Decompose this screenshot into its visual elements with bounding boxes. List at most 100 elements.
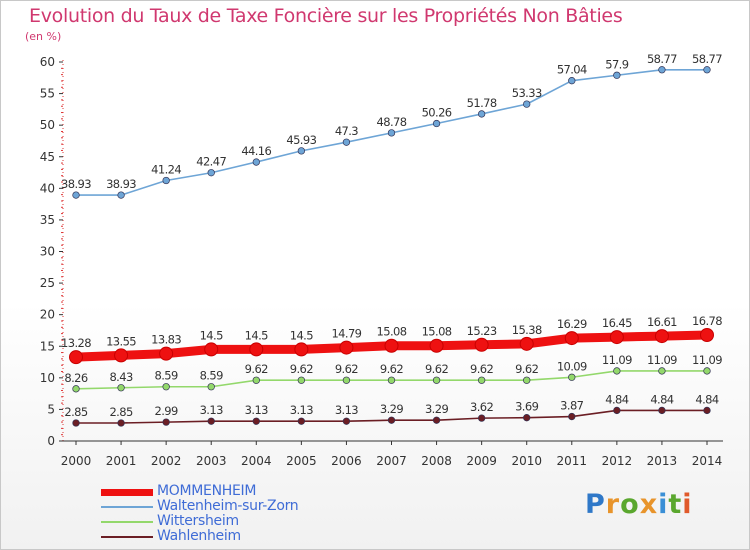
data-point (162, 176, 170, 185)
logo-letter: i (682, 489, 693, 520)
data-label: 50.26 (422, 106, 452, 120)
data-point (162, 383, 170, 391)
data-label: 10.09 (557, 359, 587, 373)
legend: MOMMENHEIM Waltenheim-sur-Zorn Wittershe… (101, 483, 361, 545)
y-tick-label: 15 (40, 339, 55, 353)
data-point (568, 77, 576, 85)
data-label: 53.33 (512, 86, 542, 100)
data-point (387, 416, 396, 424)
data-point (342, 417, 351, 425)
data-point (207, 383, 215, 391)
x-tick-label: 2014 (692, 454, 723, 468)
data-label: 4.84 (695, 392, 718, 406)
data-label: 42.47 (196, 155, 226, 169)
data-point (613, 406, 621, 415)
x-tick-label: 2013 (647, 454, 678, 468)
x-tick-label: 2004 (241, 454, 272, 468)
data-point (72, 191, 80, 199)
data-point (249, 342, 264, 357)
data-label: 14.79 (331, 327, 361, 341)
data-point (432, 119, 441, 128)
data-point (658, 406, 666, 415)
y-tick-label: 35 (40, 213, 55, 227)
data-label: 8.26 (64, 371, 87, 385)
data-label: 9.62 (425, 362, 448, 376)
data-label: 9.62 (290, 362, 313, 376)
data-point (613, 71, 621, 79)
data-point (519, 336, 534, 351)
data-label: 58.77 (692, 52, 722, 66)
data-label: 13.28 (61, 336, 91, 350)
data-label: 4.84 (605, 392, 628, 406)
data-point (339, 340, 354, 355)
logo-letter: t (668, 489, 683, 520)
data-label: 9.62 (245, 362, 268, 376)
data-point (384, 338, 399, 353)
legend-item[interactable]: Wittersheim (101, 513, 361, 530)
data-point (297, 376, 306, 384)
data-point (609, 330, 624, 345)
data-point (477, 376, 486, 384)
data-point (432, 416, 441, 424)
data-point (477, 110, 486, 118)
data-point (523, 376, 531, 384)
data-point (703, 406, 711, 415)
data-label: 15.38 (512, 323, 542, 337)
data-point (342, 376, 351, 384)
data-point (117, 419, 125, 427)
y-tick-label: 10 (40, 371, 55, 385)
legend-label: Wahlenheim (157, 528, 241, 544)
data-label: 45.93 (286, 133, 316, 147)
data-label: 9.62 (470, 362, 493, 376)
data-label: 3.29 (425, 402, 448, 416)
data-point (159, 346, 174, 361)
data-point (117, 191, 125, 199)
legend-item[interactable]: MOMMENHEIM (101, 483, 361, 500)
data-label: 16.29 (557, 317, 587, 331)
x-tick-label: 2002 (151, 454, 182, 468)
legend-item[interactable]: Wahlenheim (101, 528, 361, 545)
data-point (654, 329, 669, 344)
y-tick-label: 40 (40, 181, 55, 195)
legend-item[interactable]: Waltenheim-sur-Zorn (101, 498, 361, 515)
data-point (613, 367, 621, 375)
logo-letter: r (605, 489, 621, 520)
data-point (117, 384, 125, 392)
data-point (252, 376, 260, 384)
data-point (252, 417, 260, 425)
data-label: 4.84 (650, 392, 673, 406)
data-point (658, 367, 666, 375)
data-point (474, 337, 489, 352)
y-tick-label: 55 (40, 87, 55, 101)
data-label: 9.62 (335, 362, 358, 376)
legend-swatch-wittersheim (101, 521, 153, 523)
y-tick-label: 25 (40, 276, 55, 290)
legend-swatch-mommenheim (101, 489, 153, 496)
data-label: 15.08 (377, 325, 407, 339)
data-point (297, 417, 306, 425)
data-point (297, 147, 306, 155)
data-point (523, 100, 531, 108)
data-label: 2.85 (109, 405, 132, 419)
data-point (387, 376, 396, 384)
data-label: 57.04 (557, 63, 587, 77)
data-label: 11.09 (647, 353, 677, 367)
y-tick-label: 30 (40, 245, 55, 259)
data-label: 16.78 (692, 314, 722, 328)
x-tick-label: 2009 (466, 454, 497, 468)
logo-letter: x (639, 489, 659, 520)
data-point (568, 412, 576, 421)
data-point (703, 367, 711, 375)
data-label: 3.13 (290, 403, 313, 417)
data-label: 38.93 (106, 177, 136, 191)
data-label: 9.62 (515, 362, 538, 376)
data-label: 3.13 (335, 403, 358, 417)
x-tick-label: 2007 (376, 454, 407, 468)
data-label: 58.77 (647, 52, 677, 66)
proxiti-logo: Proxiti (585, 489, 693, 520)
legend-label: Wittersheim (157, 513, 239, 529)
legend-swatch-waltenheim (101, 506, 153, 508)
data-label: 13.83 (151, 333, 181, 347)
data-point (207, 169, 215, 177)
x-tick-label: 2012 (602, 454, 633, 468)
